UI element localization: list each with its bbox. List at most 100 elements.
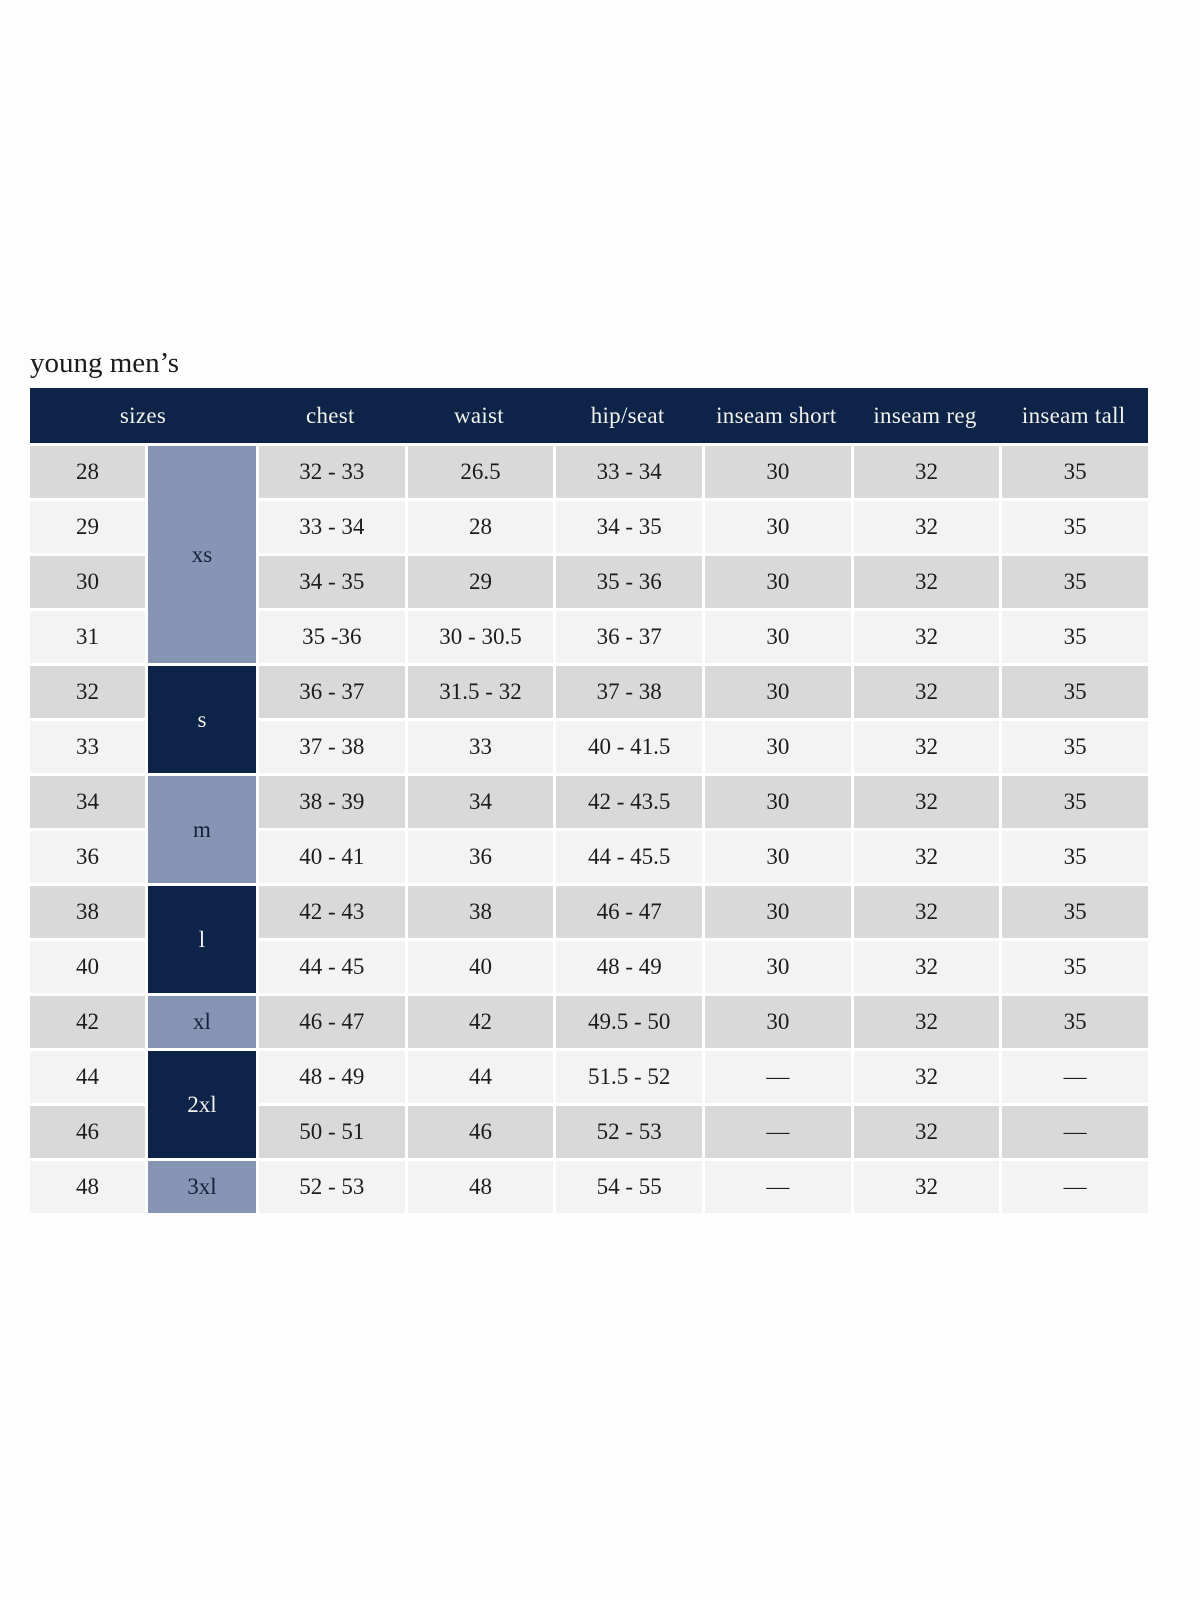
column-header-inseam-reg: inseam reg <box>873 402 977 428</box>
waist-cell: 34 <box>407 776 554 828</box>
inseam-tall-cell: 35 <box>1002 446 1148 498</box>
hip-seat-cell: 54 - 55 <box>556 1161 702 1213</box>
inseam-reg-cell: 32 <box>853 776 1000 828</box>
hip-seat-cell: 51.5 - 52 <box>556 1051 702 1103</box>
size-group-cell-l: l <box>148 886 256 993</box>
size-chart-table: sizes chest waist hip/seat inseam short … <box>30 388 1148 1213</box>
size-cell: 38 <box>30 886 145 938</box>
inseam-tall-cell: 35 <box>1002 721 1148 773</box>
waist-cell: 48 <box>407 1161 554 1213</box>
inseam-tall-cell: 35 <box>1002 776 1148 828</box>
waist-cell: 29 <box>407 556 554 608</box>
size-cell: 40 <box>30 941 145 993</box>
inseam-reg-cell: 32 <box>853 501 1000 553</box>
inseam-tall-cell: — <box>1002 1161 1148 1213</box>
size-cell: 46 <box>30 1106 145 1158</box>
waist-cell: 28 <box>407 501 554 553</box>
inseam-tall-cell: 35 <box>1002 501 1148 553</box>
table-body: xs s m l xl 2xl 3xl 28 32 - 33 26.5 33 - 34 30 32 35 2… <box>30 446 1148 1213</box>
hip-seat-cell: 35 - 36 <box>556 556 702 608</box>
waist-cell: 40 <box>407 941 554 993</box>
inseam-tall-cell: 35 <box>1002 941 1148 993</box>
size-group-cell-m: m <box>148 776 256 883</box>
table-header-row: sizes chest waist hip/seat inseam short … <box>30 388 1148 443</box>
size-group-cell-s: s <box>148 666 256 773</box>
inseam-tall-cell: 35 <box>1002 556 1148 608</box>
size-group-cell-3xl: 3xl <box>148 1161 256 1213</box>
column-header-hip-seat: hip/seat <box>590 402 665 428</box>
inseam-short-cell: 30 <box>705 611 851 663</box>
hip-seat-cell: 52 - 53 <box>556 1106 702 1158</box>
chest-cell: 44 - 45 <box>259 941 405 993</box>
chest-cell: 40 - 41 <box>259 831 405 883</box>
inseam-reg-cell: 32 <box>853 1106 1000 1158</box>
inseam-short-cell: — <box>705 1161 851 1213</box>
inseam-short-cell: 30 <box>705 996 851 1048</box>
inseam-reg-cell: 32 <box>853 721 1000 773</box>
size-group-cell-xs: xs <box>148 446 256 663</box>
waist-cell: 26.5 <box>407 446 554 498</box>
inseam-short-cell: 30 <box>705 446 851 498</box>
chest-cell: 50 - 51 <box>259 1106 405 1158</box>
hip-seat-cell: 36 - 37 <box>556 611 702 663</box>
hip-seat-cell: 46 - 47 <box>556 886 702 938</box>
inseam-short-cell: 30 <box>705 941 851 993</box>
inseam-reg-cell: 32 <box>853 611 1000 663</box>
hip-seat-cell: 40 - 41.5 <box>556 721 702 773</box>
inseam-tall-cell: 35 <box>1002 831 1148 883</box>
inseam-reg-cell: 32 <box>853 1161 1000 1213</box>
waist-cell: 46 <box>407 1106 554 1158</box>
chest-cell: 52 - 53 <box>259 1161 405 1213</box>
inseam-reg-cell: 32 <box>853 1051 1000 1103</box>
size-cell: 34 <box>30 776 145 828</box>
size-cell: 44 <box>30 1051 145 1103</box>
inseam-short-cell: 30 <box>705 831 851 883</box>
inseam-tall-cell: 35 <box>1002 666 1148 718</box>
inseam-short-cell: 30 <box>705 721 851 773</box>
size-cell: 28 <box>30 446 145 498</box>
inseam-tall-cell: 35 <box>1002 886 1148 938</box>
chest-cell: 32 - 33 <box>259 446 405 498</box>
inseam-short-cell: 30 <box>705 666 851 718</box>
chest-cell: 48 - 49 <box>259 1051 405 1103</box>
chest-cell: 33 - 34 <box>259 501 405 553</box>
inseam-reg-cell: 32 <box>853 886 1000 938</box>
column-header-chest: chest <box>305 402 355 428</box>
size-cell: 32 <box>30 666 145 718</box>
inseam-tall-cell: 35 <box>1002 996 1148 1048</box>
inseam-short-cell: 30 <box>705 776 851 828</box>
inseam-short-cell: — <box>705 1051 851 1103</box>
waist-cell: 36 <box>407 831 554 883</box>
size-cell: 33 <box>30 721 145 773</box>
hip-seat-cell: 37 - 38 <box>556 666 702 718</box>
waist-cell: 44 <box>407 1051 554 1103</box>
chest-cell: 37 - 38 <box>259 721 405 773</box>
size-cell: 31 <box>30 611 145 663</box>
waist-cell: 33 <box>407 721 554 773</box>
inseam-tall-cell: 35 <box>1002 611 1148 663</box>
page-title: young men’s <box>30 347 180 379</box>
waist-cell: 38 <box>407 886 554 938</box>
size-group-cell-2xl: 2xl <box>148 1051 256 1158</box>
waist-cell: 30 - 30.5 <box>407 611 554 663</box>
inseam-reg-cell: 32 <box>853 831 1000 883</box>
chest-cell: 34 - 35 <box>259 556 405 608</box>
column-header-inseam-short: inseam short <box>716 402 837 428</box>
hip-seat-cell: 44 - 45.5 <box>556 831 702 883</box>
size-group-cell-xl: xl <box>148 996 256 1048</box>
size-cell: 42 <box>30 996 145 1048</box>
chest-cell: 42 - 43 <box>259 886 405 938</box>
size-cell: 48 <box>30 1161 145 1213</box>
chest-cell: 35 -36 <box>259 611 405 663</box>
column-header-sizes: sizes <box>119 402 167 428</box>
inseam-short-cell: 30 <box>705 886 851 938</box>
inseam-reg-cell: 32 <box>853 996 1000 1048</box>
inseam-reg-cell: 32 <box>853 666 1000 718</box>
inseam-short-cell: 30 <box>705 556 851 608</box>
hip-seat-cell: 42 - 43.5 <box>556 776 702 828</box>
size-cell: 29 <box>30 501 145 553</box>
chest-cell: 38 - 39 <box>259 776 405 828</box>
hip-seat-cell: 49.5 - 50 <box>556 996 702 1048</box>
hip-seat-cell: 34 - 35 <box>556 501 702 553</box>
